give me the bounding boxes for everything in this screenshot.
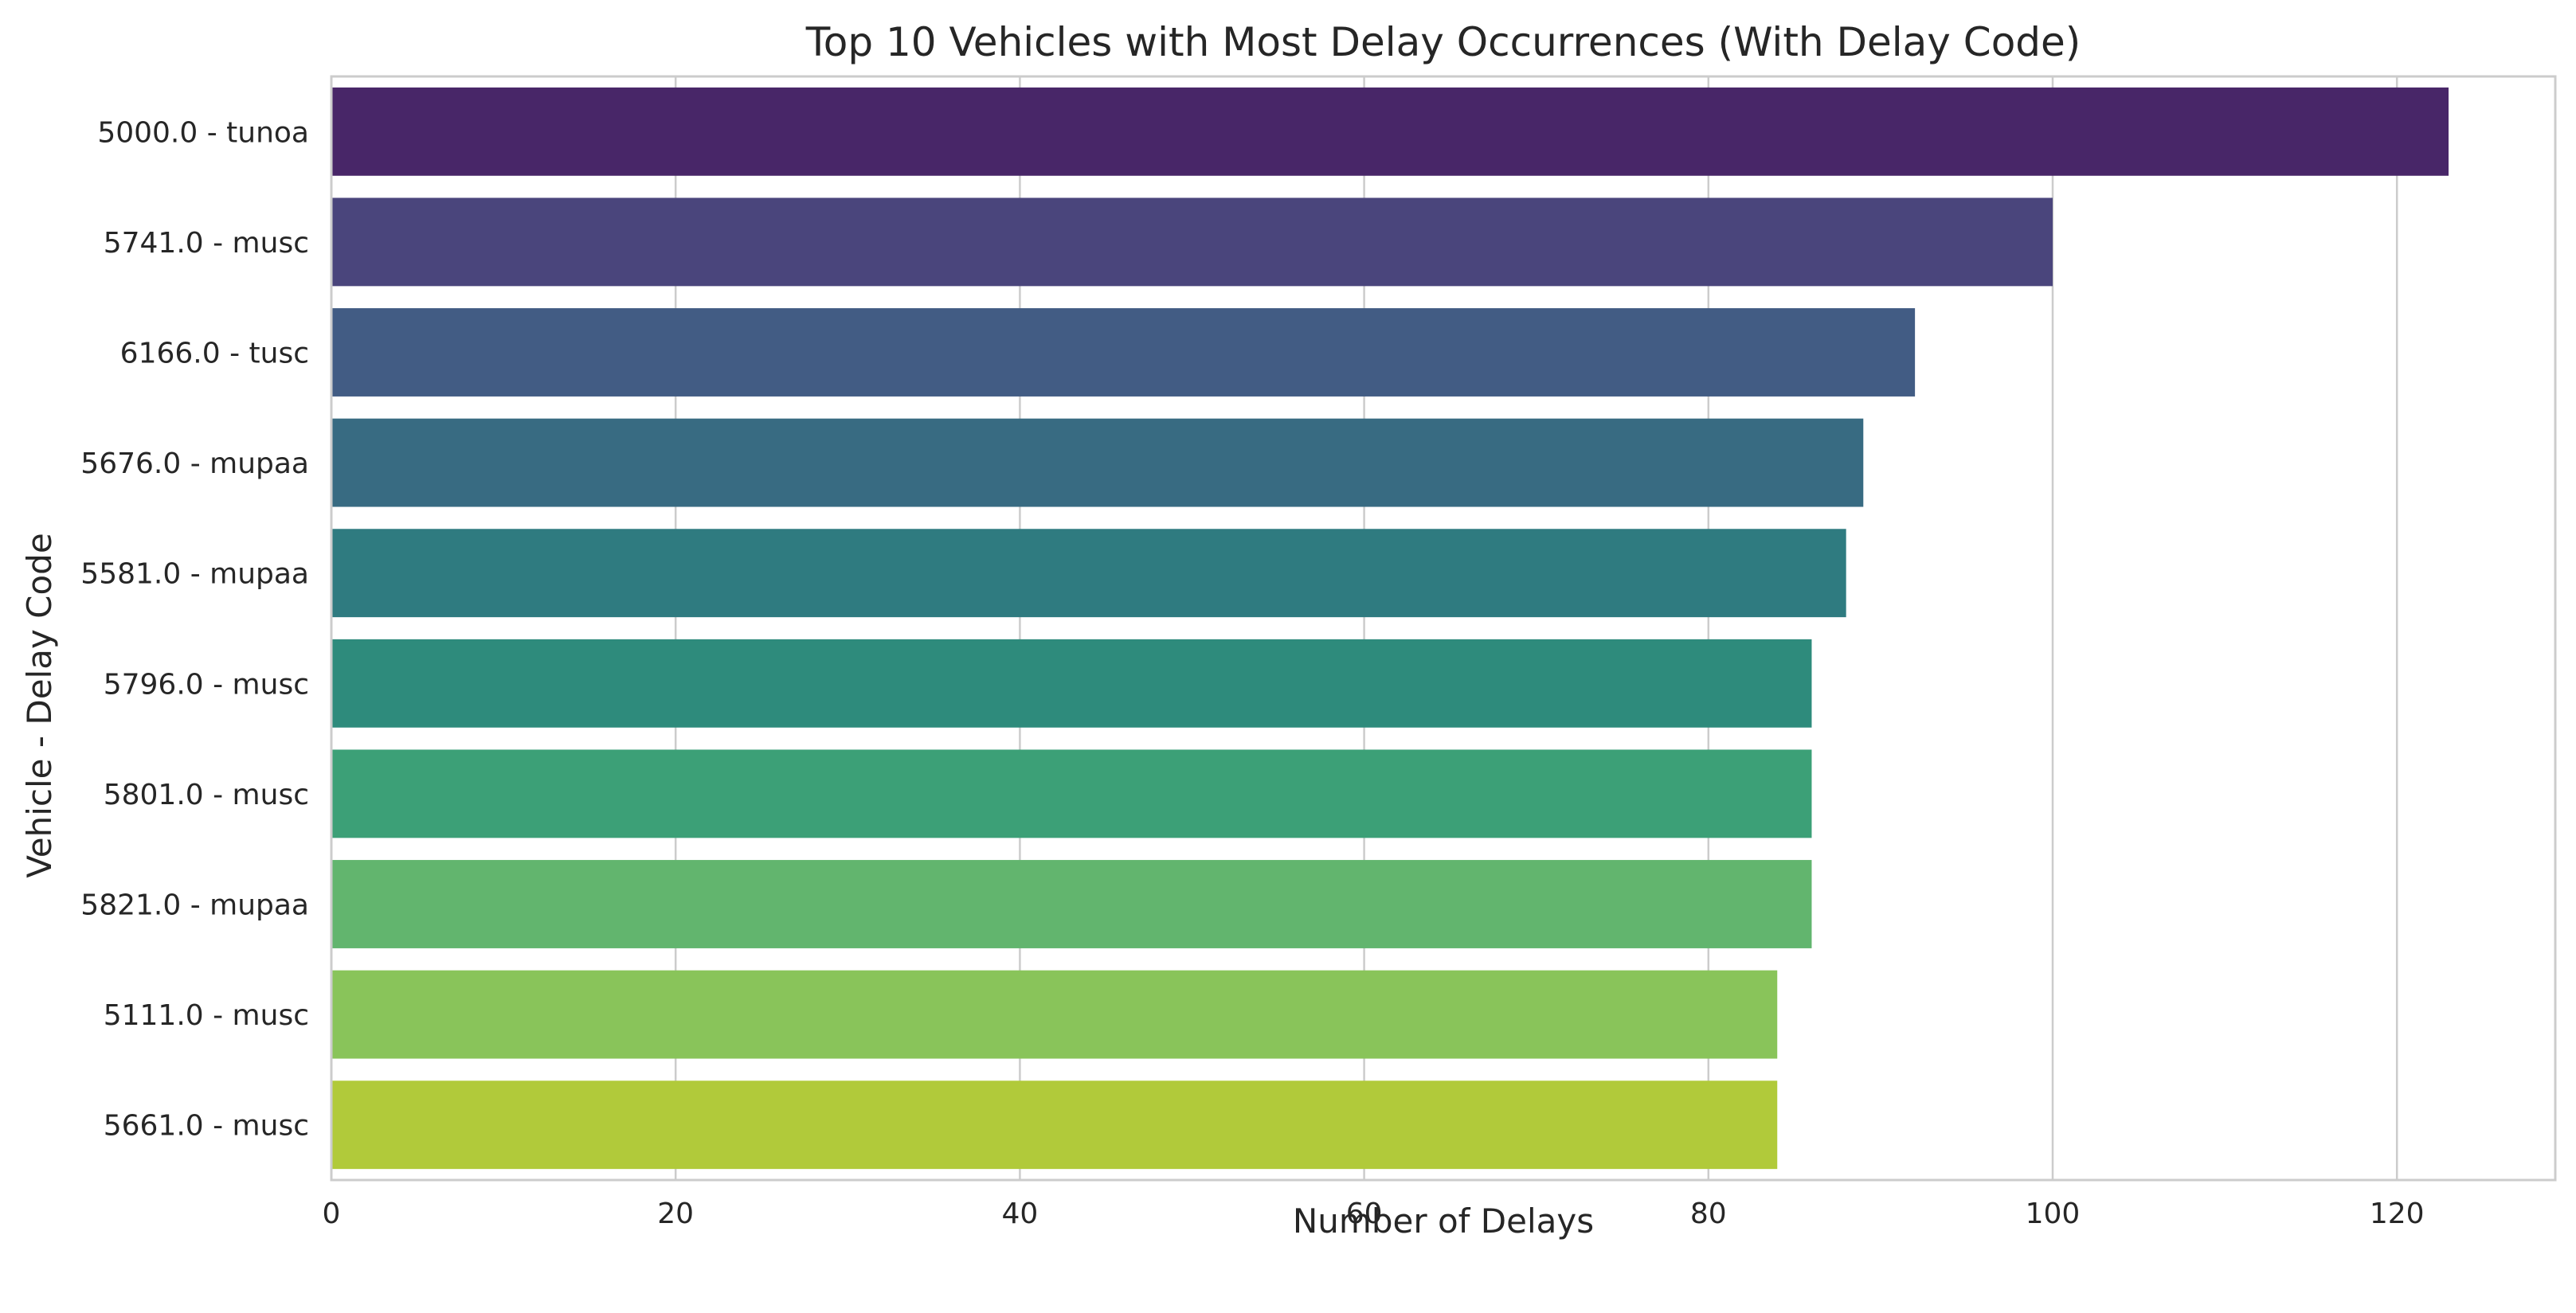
y-tick-label: 5661.0 - musc xyxy=(104,1110,309,1143)
bar xyxy=(331,1080,1778,1170)
bar xyxy=(331,529,1846,618)
bar xyxy=(331,308,1916,397)
bar xyxy=(331,970,1778,1059)
x-axis-label: Number of Delays xyxy=(1293,1202,1594,1241)
bar xyxy=(331,860,1812,948)
bar xyxy=(331,418,1864,507)
y-axis-label: Vehicle - Delay Code xyxy=(20,533,59,877)
y-tick-label: 5801.0 - musc xyxy=(104,779,309,811)
plot-frame xyxy=(330,75,2557,1182)
y-tick-label: 5000.0 - tunoa xyxy=(97,116,309,149)
x-tick-label: 60 xyxy=(1346,1198,1383,1230)
y-tick-label: 5741.0 - musc xyxy=(104,227,309,260)
y-tick-label: 5821.0 - mupaa xyxy=(80,889,309,922)
chart-title: Top 10 Vehicles with Most Delay Occurren… xyxy=(805,19,2081,65)
bars xyxy=(331,87,2449,1170)
bar xyxy=(331,749,1812,838)
x-tick-label: 80 xyxy=(1690,1198,1727,1230)
y-tick-label: 5111.0 - musc xyxy=(104,999,309,1032)
y-tick-label: 5581.0 - mupaa xyxy=(80,558,309,591)
y-tick-labels: 5000.0 - tunoa 5741.0 - musc 6166.0 - tusc… xyxy=(80,116,309,1142)
y-tick-label: 5796.0 - musc xyxy=(104,668,309,701)
y-tick-label: 6166.0 - tusc xyxy=(120,338,309,370)
x-tick-label: 20 xyxy=(657,1198,694,1230)
bar xyxy=(331,639,1812,728)
x-tick-labels: 0 20 40 60 80 100 120 xyxy=(323,1198,2425,1230)
x-tick-label: 40 xyxy=(1001,1198,1038,1230)
bar xyxy=(331,197,2053,287)
x-tick-label: 120 xyxy=(2370,1198,2425,1230)
x-tick-label: 0 xyxy=(323,1198,341,1230)
y-tick-label: 5676.0 - mupaa xyxy=(80,447,309,480)
bar xyxy=(331,87,2449,176)
x-tick-label: 100 xyxy=(2026,1198,2081,1230)
